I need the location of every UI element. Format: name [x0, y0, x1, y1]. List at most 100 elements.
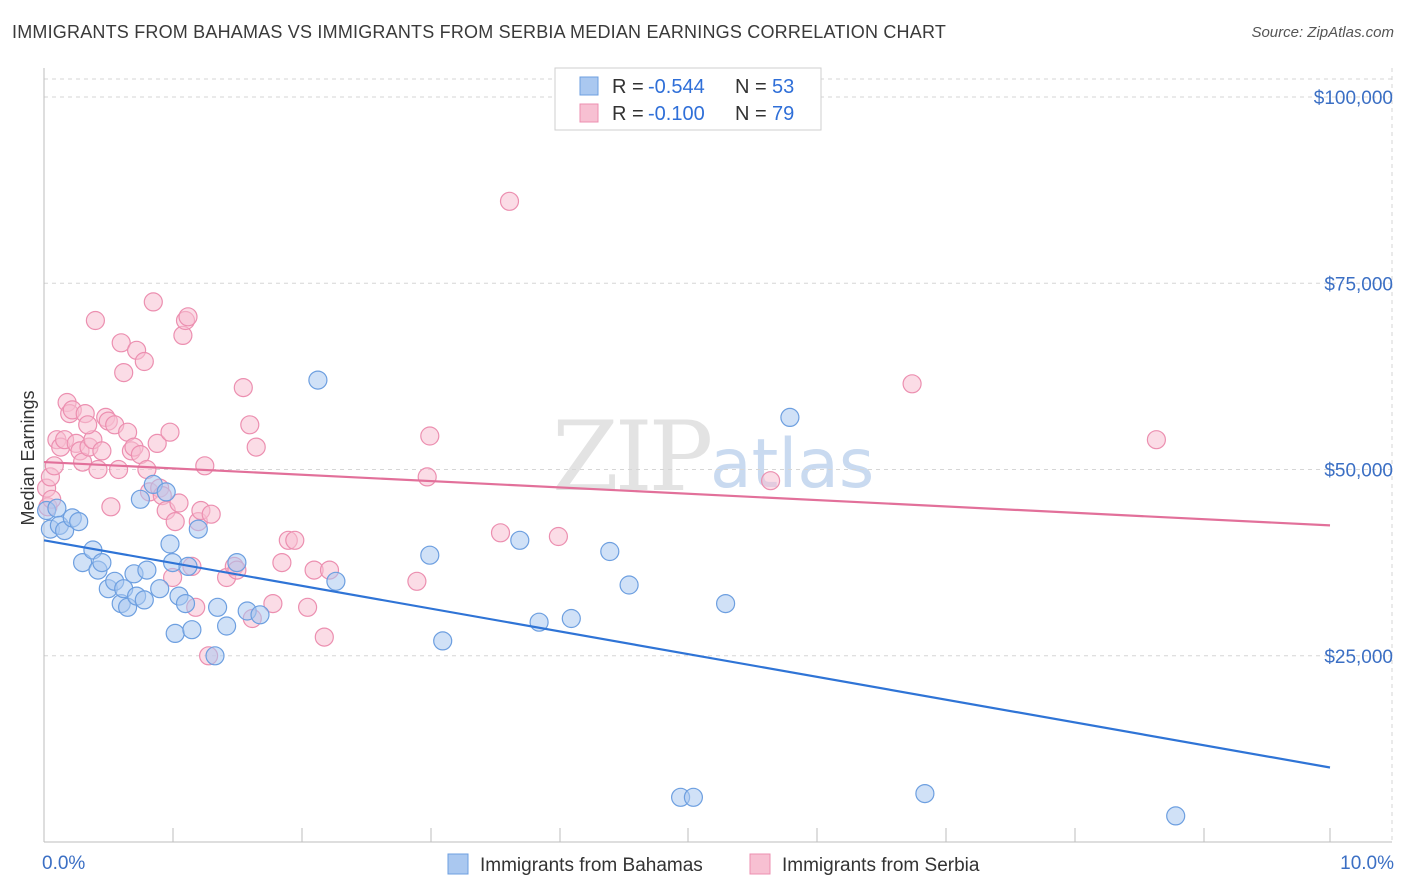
serbia-point — [490, 523, 511, 543]
serbia-point — [272, 552, 292, 573]
bahamas-point — [1166, 806, 1186, 826]
bahamas-point — [47, 498, 67, 518]
serbia-point — [548, 526, 569, 547]
bahamas-point — [250, 605, 270, 625]
bottom-legend-swatch-serbia — [749, 853, 771, 875]
serbia-point — [178, 307, 198, 327]
legend-swatch-serbia — [579, 103, 599, 123]
chart-title: IMMIGRANTS FROM BAHAMAS VS IMMIGRANTS FR… — [12, 22, 947, 42]
legend-r-label-bahamas: R = — [612, 76, 644, 98]
stats-legend: R = -0.544 N = 53 R = -0.100 N = 79 — [554, 67, 822, 131]
bahamas-point — [600, 541, 620, 562]
serbia-point — [417, 467, 437, 487]
x-tick-labels: 0.0% 10.0% — [42, 828, 1394, 874]
serbia-point — [101, 497, 121, 517]
bahamas-point — [165, 623, 185, 644]
legend-r-label-serbia: R = — [612, 103, 644, 125]
legend-n-value-serbia: 79 — [772, 103, 794, 125]
bahamas-point — [208, 597, 228, 617]
bahamas-point — [130, 489, 150, 509]
bahamas-point — [182, 620, 202, 640]
serbia-point — [760, 471, 781, 491]
serbia-point — [114, 363, 134, 383]
serbia-point — [169, 493, 189, 513]
serbia-point — [165, 511, 185, 532]
watermark-zip: ZIP — [552, 401, 711, 513]
y-tick-labels: $25,000 $50,000 $75,000 $100,000 — [1314, 88, 1393, 668]
trend-line-serbia — [43, 460, 1331, 527]
bahamas-point — [160, 534, 180, 554]
y-tick-label: $50,000 — [1324, 461, 1393, 482]
serbia-point — [147, 433, 167, 453]
legend-r-value-serbia: -0.100 — [648, 103, 705, 125]
serbia-point — [407, 571, 427, 591]
bahamas-point — [92, 552, 112, 573]
serbia-point — [285, 530, 305, 550]
legend-n-label-serbia: N = — [735, 103, 767, 125]
bottom-legend-swatch-bahamas — [447, 853, 469, 875]
bahamas-point — [205, 646, 225, 666]
serbia-point — [233, 378, 253, 398]
serbia-point — [44, 456, 64, 476]
serbia-point — [240, 415, 260, 435]
bahamas-point — [780, 407, 800, 427]
bahamas-point — [619, 575, 639, 595]
bahamas-point — [150, 579, 170, 599]
bahamas-point — [915, 783, 935, 804]
bahamas-point — [217, 616, 237, 636]
bahamas-point — [137, 560, 157, 580]
serbia-point — [263, 593, 283, 614]
serbia-point — [420, 426, 440, 446]
serbia-point — [499, 191, 520, 211]
stats-legend-box — [554, 67, 822, 131]
serbia-point — [201, 504, 221, 524]
serbia-point — [902, 374, 922, 394]
bahamas-point — [420, 545, 440, 565]
bahamas-point — [72, 552, 93, 573]
bottom-legend-label-serbia: Immigrants from Serbia — [782, 855, 980, 876]
serbia-point — [1146, 430, 1167, 450]
serbia-point — [134, 351, 154, 372]
serbia-point — [88, 459, 108, 480]
bahamas-point — [175, 593, 196, 614]
serbia-point — [78, 415, 98, 435]
legend-n-value-bahamas: 53 — [772, 76, 794, 98]
bahamas-point — [683, 787, 704, 807]
x-tick-label-max: 10.0% — [1340, 853, 1394, 874]
y-tick-label: $75,000 — [1324, 274, 1393, 295]
serbia-point — [85, 310, 106, 331]
bahamas-point — [510, 530, 530, 550]
bahamas-point — [227, 552, 247, 573]
serbia-point — [246, 437, 266, 457]
legend-r-value-bahamas: -0.544 — [648, 76, 705, 98]
bahamas-point — [326, 571, 346, 591]
bahamas-point — [134, 590, 154, 610]
y-tick-label: $100,000 — [1314, 88, 1393, 109]
axes — [43, 68, 1392, 843]
serbia-point — [143, 292, 163, 312]
series-legend: Immigrants from Bahamas Immigrants from … — [447, 853, 980, 876]
legend-swatch-bahamas — [579, 76, 599, 96]
y-axis-label: Median Earnings — [18, 390, 38, 525]
bahamas-point — [69, 511, 89, 532]
legend-n-label-bahamas: N = — [735, 76, 767, 98]
serbia-point — [92, 441, 112, 461]
serbia-point — [160, 422, 180, 442]
serbia-point — [108, 459, 129, 480]
trend-line-bahamas — [43, 539, 1331, 769]
bahamas-point — [715, 593, 736, 614]
bottom-legend-label-bahamas: Immigrants from Bahamas — [480, 855, 703, 876]
bahamas-point — [433, 631, 453, 651]
source-attribution: Source: ZipAtlas.com — [1251, 24, 1394, 41]
x-tick-label-min: 0.0% — [42, 853, 85, 874]
serbia-point — [195, 456, 215, 476]
series-bahamas-points — [36, 370, 1186, 826]
serbia-point — [298, 597, 318, 617]
bahamas-point — [156, 482, 176, 502]
watermark: ZIP atlas — [552, 401, 874, 513]
watermark-atlas: atlas — [710, 425, 874, 504]
bahamas-point — [188, 519, 208, 539]
serbia-point — [111, 333, 131, 353]
bahamas-point — [561, 608, 581, 629]
